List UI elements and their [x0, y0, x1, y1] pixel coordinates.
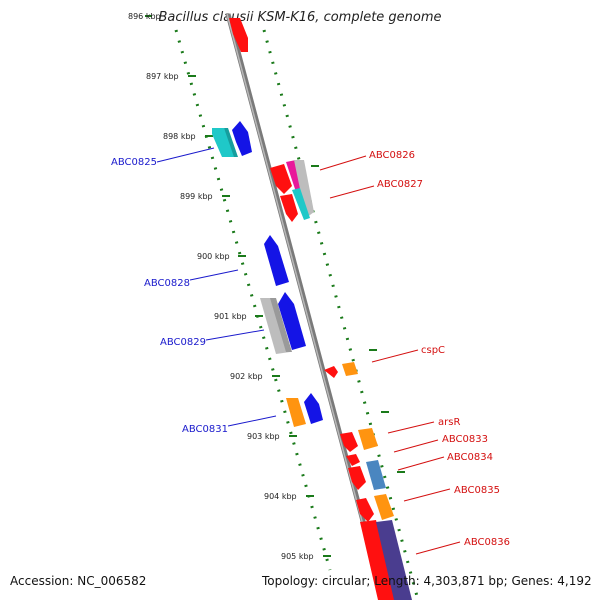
gene-cyan-899[interactable] [292, 188, 310, 220]
leader-abc0833 [393, 439, 439, 453]
label-abc0836[interactable]: ABC0836 [464, 537, 510, 548]
leader-abc0826 [319, 155, 367, 171]
kbp-label-904: 904 kbp [264, 492, 297, 501]
gene-purple-905[interactable] [376, 520, 412, 600]
gene-abc0829-edge [270, 298, 292, 352]
gene-abc0835[interactable] [356, 498, 374, 522]
kbp-label-902: 902 kbp [230, 372, 263, 381]
gene-abc0828[interactable] [264, 235, 289, 286]
gene-steel-9034[interactable] [366, 460, 386, 490]
leader-abc0829 [205, 329, 265, 341]
leader-abc0836 [415, 541, 461, 555]
leader-arsr [387, 421, 435, 434]
left-strand-genes [212, 18, 323, 427]
gene-magenta[interactable] [286, 160, 302, 192]
kbp-label-905: 905 kbp [281, 552, 314, 561]
gene-red-top[interactable] [229, 18, 248, 52]
gene-abc0836[interactable] [360, 520, 396, 600]
label-abc0834[interactable]: ABC0834 [447, 452, 493, 463]
left-gene-labels: ABC0825 ABC0828 ABC0829 ABC0831 [111, 147, 277, 435]
leader-abc0827 [329, 185, 375, 199]
right-strand-genes [270, 160, 412, 600]
kbp-label-898: 898 kbp [163, 132, 196, 141]
gene-cspc[interactable] [342, 362, 358, 376]
kbp-label-899: 899 kbp [180, 192, 213, 201]
leader-cspc [371, 349, 419, 363]
kbp-label-897: 897 kbp [146, 72, 179, 81]
gene-blue-898[interactable] [232, 121, 252, 156]
gene-abc0825-edge [224, 128, 238, 157]
gene-abc0831[interactable] [286, 398, 306, 427]
label-cspc[interactable]: cspC [421, 345, 445, 356]
gene-abc0826[interactable] [270, 164, 292, 194]
leader-abc0835 [403, 488, 451, 502]
label-abc0835[interactable]: ABC0835 [454, 485, 500, 496]
gene-blue-901[interactable] [278, 292, 306, 350]
gene-abc0834[interactable] [346, 454, 360, 466]
label-abc0826[interactable]: ABC0826 [369, 150, 415, 161]
gene-blue-903[interactable] [304, 393, 323, 424]
leader-abc0828 [189, 269, 239, 281]
gene-abc0833[interactable] [358, 428, 378, 450]
leader-abc0831 [227, 415, 277, 427]
label-abc0831[interactable]: ABC0831 [182, 424, 228, 435]
kbp-labels: 896 kbp 897 kbp 898 kbp 899 kbp 900 kbp … [128, 12, 314, 561]
gene-red-9034[interactable] [348, 466, 366, 490]
gene-abc0825[interactable] [212, 128, 236, 157]
label-arsr[interactable]: arsR [438, 417, 460, 428]
kbp-label-896: 896 kbp [128, 12, 161, 21]
label-abc0833[interactable]: ABC0833 [442, 434, 488, 445]
accession-text: Accession: NC_006582 [10, 574, 147, 588]
kbp-label-901: 901 kbp [214, 312, 247, 321]
label-abc0827[interactable]: ABC0827 [377, 179, 423, 190]
label-abc0828[interactable]: ABC0828 [144, 278, 190, 289]
kbp-label-900: 900 kbp [197, 252, 230, 261]
gene-abc0827[interactable] [280, 194, 298, 222]
right-gene-labels: ABC0826 ABC0827 cspC arsR ABC0833 ABC083… [319, 150, 510, 555]
leader-abc0825 [156, 147, 215, 163]
kbp-label-903: 903 kbp [247, 432, 280, 441]
gene-arsr[interactable] [340, 432, 358, 452]
kbp-tick-marks [145, 15, 405, 557]
leader-abc0834 [397, 456, 445, 471]
gene-orange-904[interactable] [374, 494, 394, 520]
gene-gray-899[interactable] [294, 160, 314, 218]
label-abc0829[interactable]: ABC0829 [160, 337, 206, 348]
label-abc0825[interactable]: ABC0825 [111, 157, 157, 168]
gene-red-902[interactable] [324, 366, 338, 378]
topology-text: Topology: circular; Length: 4,303,871 bp… [262, 574, 592, 588]
